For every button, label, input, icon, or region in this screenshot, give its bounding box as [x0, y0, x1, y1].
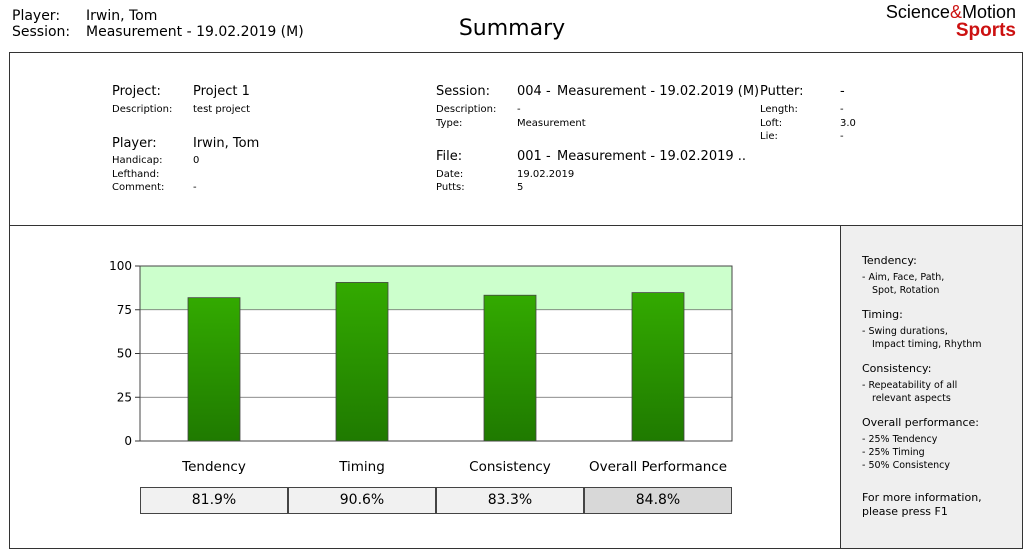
y-tick-label: 75 — [117, 303, 132, 317]
handicap-value: 0 — [193, 155, 200, 166]
page-title: Summary — [458, 16, 566, 41]
session-number: 004 - — [517, 84, 551, 99]
description-value: test project — [193, 104, 251, 115]
handicap-label: Handicap: — [112, 155, 163, 166]
bar-consistency — [483, 294, 537, 442]
x-category-label: Timing — [338, 459, 385, 475]
help-tendency-line1: - Aim, Face, Path, — [862, 272, 945, 283]
help-timing-line1: - Swing durations, — [862, 326, 948, 337]
x-category-label: Overall Performance — [589, 459, 727, 475]
player-value: Irwin, Tom — [86, 8, 158, 24]
putts-label: Putts: — [436, 182, 465, 193]
y-tick-label: 0 — [124, 434, 132, 448]
loft-label: Loft: — [760, 118, 783, 129]
session-label: Session: — [12, 24, 71, 40]
info-session-label: Session: — [436, 84, 490, 99]
chart-panel — [9, 225, 840, 549]
help-tendency-title: Tendency: — [862, 254, 917, 267]
length-label: Length: — [760, 104, 798, 115]
info-player-value: Irwin, Tom — [193, 136, 260, 151]
bar-tendency — [187, 297, 241, 442]
logo-part2: Motion — [961, 2, 1016, 22]
bar-overall-performance — [631, 292, 685, 442]
logo-amp: & — [949, 2, 962, 22]
type-value: Measurement — [517, 118, 586, 129]
file-label: File: — [436, 149, 463, 164]
project-value: Project 1 — [193, 84, 250, 99]
lie-value: - — [840, 131, 844, 142]
length-value: - — [840, 104, 844, 115]
help-consistency-line2: relevant aspects — [872, 393, 951, 404]
file-number: 001 - — [517, 149, 551, 164]
comment-value: - — [193, 182, 197, 193]
session-description-label: Description: — [436, 104, 497, 115]
x-category-label: Consistency — [469, 459, 551, 475]
project-label: Project: — [112, 84, 161, 99]
type-label: Type: — [436, 118, 463, 129]
help-overall-line3: - 50% Consistency — [862, 460, 951, 471]
x-category-label: Tendency — [181, 459, 246, 475]
info-session-value: Measurement - 19.02.2019 (M) — [557, 84, 760, 99]
value-box-tendency: 81.9% — [140, 487, 288, 514]
plot-area — [139, 265, 733, 442]
logo-part1: Science — [885, 2, 950, 22]
help-overall-line2: - 25% Timing — [862, 447, 925, 458]
help-overall-title: Overall performance: — [862, 416, 979, 429]
y-tick-label: 100 — [109, 259, 132, 273]
value-box-timing: 90.6% — [288, 487, 436, 514]
value-box-consistency: 83.3% — [436, 487, 584, 514]
help-consistency-line1: - Repeatability of all — [862, 380, 958, 391]
putter-value: - — [840, 84, 845, 99]
putter-label: Putter: — [760, 84, 804, 99]
session-value: Measurement - 19.02.2019 (M) — [86, 24, 304, 40]
help-timing-title: Timing: — [862, 308, 903, 321]
description-label: Description: — [112, 104, 173, 115]
player-label: Player: — [12, 8, 61, 24]
lie-label: Lie: — [760, 131, 778, 142]
y-tick-label: 25 — [117, 390, 132, 404]
date-label: Date: — [436, 169, 464, 180]
company-logo: Science&Motion — [886, 2, 1016, 22]
help-tendency-line2: Spot, Rotation — [872, 285, 940, 296]
help-timing-line2: Impact timing, Rhythm — [872, 339, 982, 350]
help-consistency-title: Consistency: — [862, 362, 932, 375]
help-info-line2: please press F1 — [862, 505, 948, 518]
putts-value: 5 — [517, 182, 524, 193]
help-overall-line1: - 25% Tendency — [862, 434, 938, 445]
lefthand-label: Lefthand: — [112, 169, 160, 180]
date-value: 19.02.2019 — [517, 169, 575, 180]
loft-value: 3.0 — [840, 118, 856, 129]
logo-sub: Sports — [955, 20, 1016, 41]
value-box-overall: 84.8% — [584, 487, 732, 514]
session-description-value: - — [517, 104, 521, 115]
help-info-line1: For more information, — [862, 491, 982, 504]
file-value: Measurement - 19.02.2019 .. — [557, 149, 747, 164]
comment-label: Comment: — [112, 182, 165, 193]
bar-timing — [335, 282, 389, 442]
help-panel: Tendency: - Aim, Face, Path, Spot, Rotat… — [840, 225, 1023, 549]
y-tick-label: 50 — [117, 347, 132, 361]
info-player-label: Player: — [112, 136, 157, 151]
